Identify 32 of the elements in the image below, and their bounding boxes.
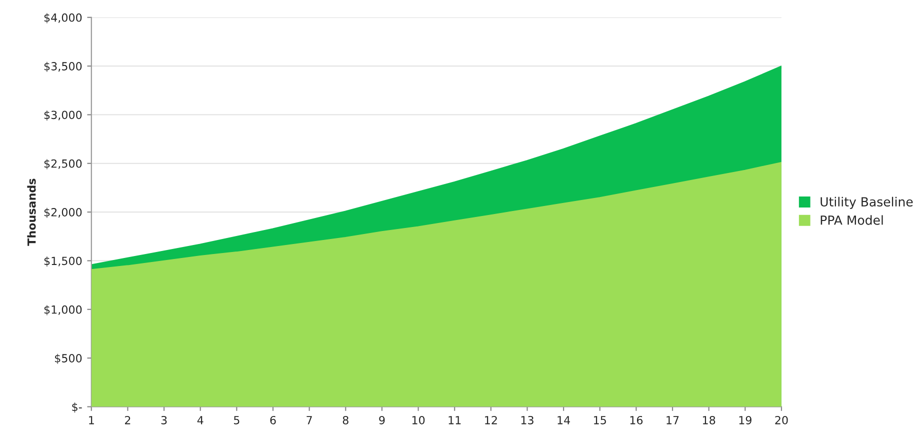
x-tick-label: 1 bbox=[89, 416, 94, 424]
y-tick-label: $4,000 bbox=[44, 13, 82, 24]
x-tick-label: 15 bbox=[594, 416, 606, 424]
x-tick-label: 2 bbox=[125, 416, 130, 424]
x-tick-label: 9 bbox=[379, 416, 385, 424]
x-tick-label: 7 bbox=[306, 416, 312, 424]
x-tick-label: 4 bbox=[197, 416, 204, 424]
x-tick-label: 14 bbox=[558, 416, 570, 424]
y-tick-label: $2,500 bbox=[44, 159, 82, 170]
x-tick-label: 18 bbox=[702, 416, 716, 424]
x-tick-label: 11 bbox=[448, 416, 461, 424]
y-tick-label: $2,000 bbox=[44, 208, 82, 218]
x-tick-label: 19 bbox=[739, 416, 752, 424]
x-tick-label: 8 bbox=[342, 416, 348, 424]
y-tick-label: $- bbox=[72, 402, 82, 413]
y-tick-label: $500 bbox=[55, 354, 82, 364]
x-tick-label: 12 bbox=[485, 416, 497, 424]
x-tick-label: 16 bbox=[630, 416, 643, 424]
y-tick-label: $3,000 bbox=[44, 110, 82, 121]
x-tick-label: 20 bbox=[775, 416, 788, 424]
x-tick-label: 5 bbox=[234, 416, 240, 424]
x-tick-label: 3 bbox=[161, 416, 167, 424]
x-tick-label: 6 bbox=[270, 416, 276, 424]
y-axis-title: Thousands bbox=[27, 178, 36, 246]
legend-label: Utility Baseline bbox=[820, 196, 913, 209]
y-tick-label: $3,500 bbox=[44, 62, 82, 72]
x-tick-label: 13 bbox=[521, 416, 534, 424]
legend-label: PPA Model bbox=[820, 215, 883, 225]
x-tick-label: 17 bbox=[666, 416, 679, 424]
x-tick-label: 10 bbox=[412, 416, 425, 424]
y-tick-label: $1,000 bbox=[44, 305, 82, 316]
y-tick-label: $1,500 bbox=[44, 256, 82, 267]
